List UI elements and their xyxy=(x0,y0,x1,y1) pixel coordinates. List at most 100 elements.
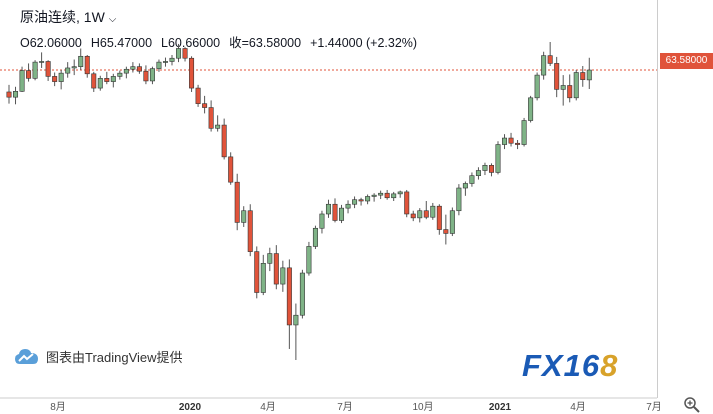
candle-body xyxy=(449,210,455,234)
candle-body xyxy=(436,205,442,230)
logo-eight: 8 xyxy=(600,348,619,383)
candle-body xyxy=(456,187,462,212)
candle-body xyxy=(176,48,182,59)
candle-body xyxy=(586,69,592,81)
symbol-name: 原油连续 xyxy=(20,9,76,25)
candle-body xyxy=(371,194,377,197)
candle-body xyxy=(104,78,110,82)
candle-body xyxy=(32,61,38,79)
candle-body xyxy=(234,181,240,223)
candle-body xyxy=(325,203,331,215)
candle-body xyxy=(306,246,312,274)
open-value: O62.06000 xyxy=(20,36,82,50)
candle-body xyxy=(567,85,573,99)
candle-body xyxy=(156,61,162,69)
candle-body xyxy=(547,55,553,64)
candle-body xyxy=(515,142,521,145)
candle-body xyxy=(117,72,123,77)
candle-body xyxy=(384,192,390,199)
candle-body xyxy=(312,227,318,247)
candle-body xyxy=(488,165,494,173)
low-value: L60.66000 xyxy=(161,36,221,50)
candle-body xyxy=(462,183,468,189)
x-tick-label: 4月 xyxy=(570,401,586,413)
chevron-down-icon[interactable]: ⌵ xyxy=(108,14,117,25)
candle-body xyxy=(475,170,481,176)
candle-body xyxy=(136,66,142,72)
candle-body xyxy=(443,229,449,234)
candle-body xyxy=(319,213,325,229)
candle-body xyxy=(221,124,227,158)
candle-body xyxy=(26,70,32,79)
candle-body xyxy=(208,107,214,129)
candle-body xyxy=(182,48,188,59)
candle-body xyxy=(358,199,364,202)
candle-body xyxy=(528,97,534,121)
candle-body xyxy=(52,76,58,82)
candle-body xyxy=(502,137,508,145)
candle-body xyxy=(541,55,547,76)
tradingview-attribution[interactable]: 图表由TradingView提供 xyxy=(14,346,183,366)
candle-body xyxy=(195,87,201,104)
candle-body xyxy=(162,61,168,63)
candle-body xyxy=(293,314,299,326)
candle-body xyxy=(19,70,25,92)
candle-body xyxy=(352,199,358,205)
candle-body xyxy=(169,57,175,62)
candle-body xyxy=(508,137,514,144)
candle-body xyxy=(273,253,279,285)
candle-body xyxy=(65,67,71,74)
candle-body xyxy=(267,253,273,264)
candle-body xyxy=(149,68,155,82)
candle-body xyxy=(580,72,586,80)
chart-title[interactable]: 原油连续, 1W ⌵ xyxy=(20,9,117,25)
candle-body xyxy=(417,210,423,219)
x-tick-label: 7月 xyxy=(337,401,353,413)
ohlc-readout: O62.06000 H65.47000 L60.66000 收=63.58000 +1.… xyxy=(20,32,426,51)
candle-body xyxy=(6,91,12,98)
candle-body xyxy=(469,175,475,184)
candle-body xyxy=(247,210,253,252)
candle-body xyxy=(215,124,221,129)
candle-body xyxy=(97,78,103,89)
candle-body xyxy=(573,72,579,99)
candle-body xyxy=(345,203,351,209)
change-value: +1.44000 (+2.32%) xyxy=(310,36,418,50)
candle-body xyxy=(254,251,260,293)
candle-body xyxy=(110,76,116,82)
candle-body xyxy=(482,165,488,171)
candle-body xyxy=(495,144,501,173)
candles-group xyxy=(6,42,592,360)
candle-body xyxy=(71,66,77,69)
candle-body xyxy=(39,61,45,63)
zoom-icon[interactable] xyxy=(683,396,701,414)
candle-body xyxy=(554,63,560,90)
interval-label: 1W xyxy=(83,9,105,25)
candle-body xyxy=(339,207,345,221)
candle-body xyxy=(430,205,436,218)
candle-body xyxy=(560,85,566,90)
candle-body xyxy=(123,68,129,74)
candle-body xyxy=(130,66,136,70)
high-value: H65.47000 xyxy=(90,36,153,50)
candle-body xyxy=(228,156,234,183)
x-tick-label: 2021 xyxy=(489,402,512,413)
x-tick-label: 4月 xyxy=(260,401,276,413)
candle-body xyxy=(521,120,527,145)
x-tick-label: 10月 xyxy=(412,401,433,413)
x-axis: 8月 2020 4月 7月 10月 2021 4月 7月 xyxy=(0,0,662,413)
candle-body xyxy=(410,213,416,219)
x-tick-label: 8月 xyxy=(50,401,66,413)
candle-body xyxy=(534,74,540,99)
fx168-logo: FX168 xyxy=(522,348,618,384)
candle-body xyxy=(45,61,51,77)
candle-body xyxy=(404,191,410,215)
x-tick-label: 7月 xyxy=(646,401,662,413)
close-value: 收=63.58000 xyxy=(229,36,302,50)
candle-body xyxy=(365,196,371,202)
x-tick-label: 2020 xyxy=(179,402,202,413)
last-price-tag: 63.58000 xyxy=(660,53,713,69)
tradingview-cloud-icon xyxy=(15,349,38,364)
candle-body xyxy=(332,203,338,221)
